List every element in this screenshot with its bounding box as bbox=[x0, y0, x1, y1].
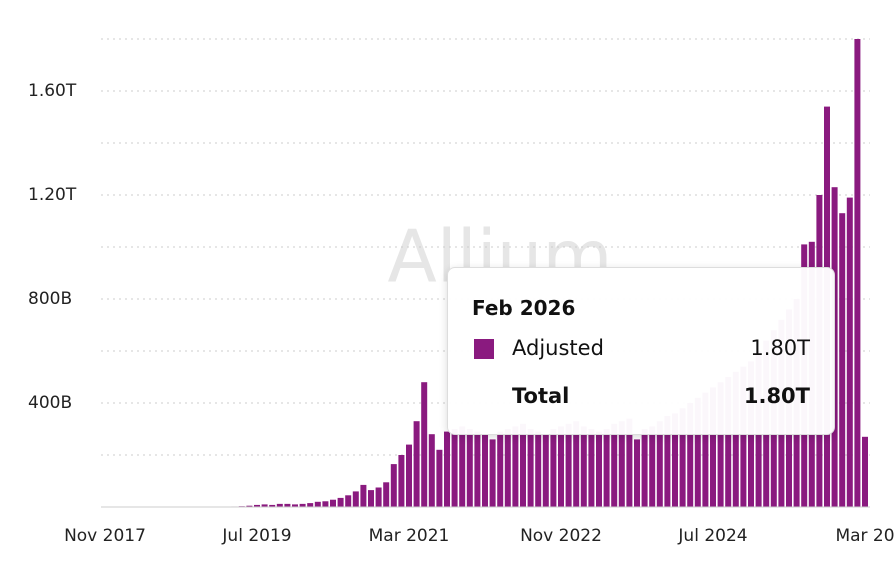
bar bbox=[846, 197, 853, 507]
bar bbox=[603, 429, 610, 507]
bar bbox=[527, 429, 534, 507]
bar bbox=[276, 503, 283, 507]
tooltip-total-label: Total bbox=[512, 384, 570, 408]
bar bbox=[649, 426, 656, 507]
bar bbox=[558, 426, 564, 507]
bar bbox=[451, 429, 458, 507]
bar bbox=[292, 504, 298, 507]
bar bbox=[565, 423, 572, 507]
bar bbox=[679, 408, 686, 507]
bar bbox=[580, 426, 587, 507]
bar bbox=[588, 429, 595, 507]
bar bbox=[626, 418, 633, 507]
y-tick-label: 400B bbox=[28, 393, 72, 413]
bar bbox=[550, 429, 557, 507]
x-tick-label: Mar 20 bbox=[835, 526, 894, 546]
bar bbox=[254, 504, 260, 507]
tooltip-series: Adjusted bbox=[512, 336, 604, 360]
bar bbox=[839, 213, 846, 507]
bar bbox=[352, 491, 359, 507]
tooltip: Feb 2026 Adjusted 1.80T Total 1.80T bbox=[447, 267, 835, 435]
x-tick-label: Jul 2024 bbox=[677, 526, 747, 546]
bar bbox=[618, 421, 625, 507]
bar bbox=[459, 426, 466, 507]
bar bbox=[542, 434, 549, 507]
bar bbox=[398, 455, 405, 507]
bar bbox=[732, 371, 739, 507]
bar bbox=[345, 495, 352, 507]
bar bbox=[261, 504, 268, 507]
bar bbox=[246, 505, 253, 507]
bar bbox=[360, 484, 367, 507]
bar bbox=[314, 501, 321, 507]
bar bbox=[428, 434, 435, 507]
tooltip-value: 1.80T bbox=[750, 336, 810, 360]
bar bbox=[664, 416, 671, 507]
bar bbox=[504, 429, 511, 507]
y-tick-label: 1.60T bbox=[28, 81, 77, 101]
bar bbox=[383, 482, 390, 507]
bar bbox=[687, 403, 694, 507]
x-tick-label: Jul 2019 bbox=[221, 526, 291, 546]
x-tick-label: Nov 2022 bbox=[520, 526, 602, 546]
bar bbox=[573, 421, 580, 507]
x-tick-label: Nov 2017 bbox=[64, 526, 146, 546]
bar bbox=[482, 434, 488, 507]
bar bbox=[641, 429, 648, 507]
y-tick-label: 1.20T bbox=[28, 185, 77, 205]
bar bbox=[520, 423, 526, 507]
bar bbox=[634, 439, 640, 507]
bar bbox=[611, 423, 618, 507]
bar bbox=[337, 497, 344, 507]
bar bbox=[725, 377, 732, 507]
bar bbox=[390, 464, 397, 507]
bar bbox=[406, 444, 412, 507]
bar bbox=[330, 499, 336, 507]
bar bbox=[694, 397, 701, 507]
bar bbox=[444, 431, 450, 507]
legend-swatch bbox=[474, 339, 494, 359]
bar bbox=[672, 413, 678, 507]
bar bbox=[413, 421, 420, 507]
bar bbox=[375, 487, 382, 507]
bar bbox=[322, 501, 329, 507]
y-tick-label: 800B bbox=[28, 289, 72, 309]
bar bbox=[421, 382, 428, 507]
bar bbox=[497, 431, 504, 507]
bar bbox=[489, 439, 496, 507]
bar bbox=[710, 387, 716, 507]
bar bbox=[862, 436, 868, 507]
bar bbox=[740, 366, 747, 507]
bar bbox=[466, 429, 473, 507]
bar bbox=[702, 392, 709, 507]
bar bbox=[269, 504, 276, 507]
x-tick-label: Mar 2021 bbox=[369, 526, 450, 546]
bar bbox=[368, 490, 374, 507]
bar bbox=[474, 431, 481, 507]
bar bbox=[596, 431, 602, 507]
tooltip-title: Feb 2026 bbox=[472, 296, 576, 320]
bar bbox=[512, 426, 519, 507]
bar bbox=[854, 39, 861, 507]
bar bbox=[717, 382, 724, 507]
tooltip-total-value: 1.80T bbox=[743, 384, 810, 408]
bar bbox=[299, 503, 306, 507]
bar bbox=[284, 503, 291, 507]
bar bbox=[535, 431, 542, 507]
bar bbox=[436, 449, 443, 507]
bar bbox=[656, 421, 663, 507]
bar bbox=[307, 503, 314, 507]
